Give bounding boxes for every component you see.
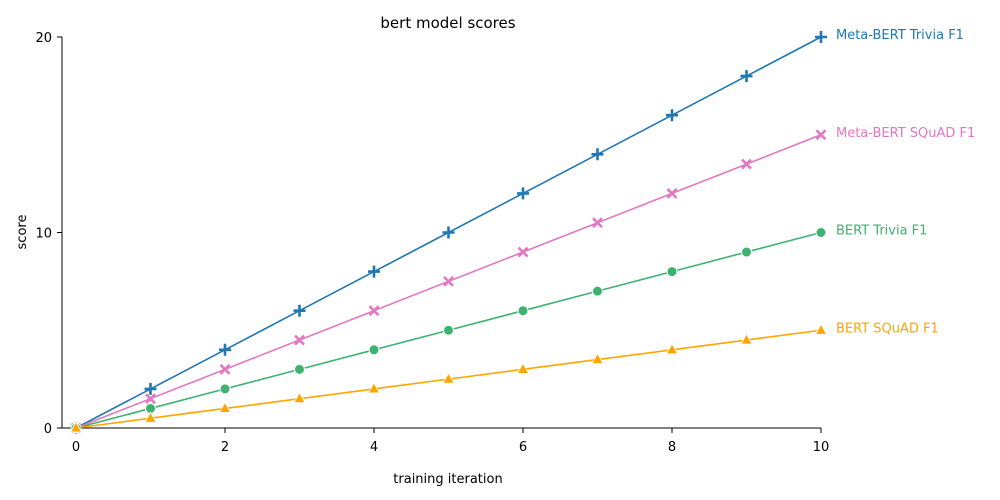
data-point xyxy=(368,305,380,317)
series-label: Meta-BERT SQuAD F1 xyxy=(836,126,975,141)
data-point xyxy=(367,382,381,394)
data-point xyxy=(591,148,604,161)
series-group: Meta-BERT Trivia F1 xyxy=(70,28,964,434)
data-point xyxy=(815,227,827,238)
data-point xyxy=(741,246,752,258)
data-point xyxy=(815,129,827,141)
data-point xyxy=(219,383,231,395)
data-point xyxy=(145,393,156,405)
data-point xyxy=(368,265,380,278)
x-tick-label: 2 xyxy=(221,440,229,455)
data-point xyxy=(442,226,455,239)
data-point xyxy=(293,391,306,404)
data-point xyxy=(666,266,678,278)
series-label: Meta-BERT Trivia F1 xyxy=(836,28,964,43)
x-tick-label: 0 xyxy=(72,440,80,455)
series-layer: Meta-BERT Trivia F1 Meta-BERT SQuAD F1 BER… xyxy=(69,28,975,434)
data-point xyxy=(666,109,678,122)
y-tick-label: 0 xyxy=(44,422,52,437)
data-point xyxy=(218,401,232,413)
series-label: BERT SQuAD F1 xyxy=(836,321,939,336)
data-point xyxy=(591,352,604,364)
data-point xyxy=(517,187,529,200)
data-point xyxy=(665,342,679,355)
series-group: BERT Trivia F1 xyxy=(70,224,927,434)
chart-title: bert model scores xyxy=(380,14,515,32)
data-point xyxy=(740,333,753,345)
data-point xyxy=(592,285,603,297)
data-point xyxy=(368,344,380,356)
x-axis-label: training iteration xyxy=(393,472,502,487)
data-point xyxy=(144,382,157,395)
data-point xyxy=(815,31,827,43)
y-ticks: 0 10 20 xyxy=(35,31,62,437)
data-point xyxy=(294,363,305,375)
x-tick-label: 4 xyxy=(370,440,378,455)
series-group: BERT SQuAD F1 xyxy=(69,321,939,433)
x-tick-label: 6 xyxy=(519,440,527,455)
data-point xyxy=(443,324,454,336)
data-point xyxy=(293,304,306,317)
data-point xyxy=(592,217,603,229)
data-point xyxy=(219,343,231,356)
data-point xyxy=(69,421,83,433)
series-label: BERT Trivia F1 xyxy=(836,224,927,239)
data-point xyxy=(443,275,454,287)
data-point xyxy=(516,362,530,374)
data-point xyxy=(517,305,529,317)
data-point xyxy=(442,372,455,384)
y-axis-label: score xyxy=(15,215,30,250)
data-point xyxy=(219,363,231,375)
x-tick-label: 10 xyxy=(813,440,830,455)
y-tick-label: 10 xyxy=(35,227,52,242)
data-point xyxy=(741,158,752,170)
data-point xyxy=(294,334,305,346)
data-point xyxy=(666,187,678,199)
x-tick-label: 8 xyxy=(668,440,676,455)
series-group: Meta-BERT SQuAD F1 xyxy=(70,126,975,434)
data-point xyxy=(144,411,157,423)
axes xyxy=(61,37,821,429)
data-point xyxy=(814,323,828,335)
y-tick-label: 20 xyxy=(35,31,52,46)
data-point xyxy=(517,246,529,258)
x-ticks: 0 2 4 6 8 10 xyxy=(72,428,829,455)
data-point xyxy=(740,70,753,83)
